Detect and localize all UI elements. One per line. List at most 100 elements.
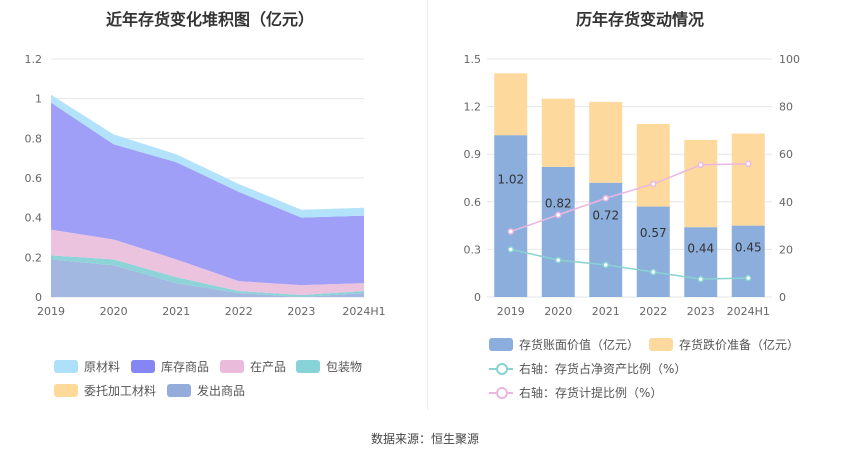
legend-item[interactable]: 委托加工材料 xyxy=(54,382,156,399)
line-point xyxy=(602,261,609,269)
right-chart-title: 历年存货变动情况 xyxy=(575,10,704,29)
y-tick-label: 0 xyxy=(35,291,42,304)
x-tick-label: 2021 xyxy=(592,305,620,318)
y-tick-label: 0.2 xyxy=(25,251,43,264)
y-left-tick-label: 0.6 xyxy=(464,196,482,209)
legend-swatch xyxy=(649,338,673,351)
bar-segment xyxy=(541,98,575,167)
legend-label: 库存商品 xyxy=(161,360,210,374)
legend-label: 右轴：存货占净资产比例（%） xyxy=(519,362,687,376)
x-tick-label: 2020 xyxy=(544,305,572,318)
bar-segment xyxy=(636,206,670,297)
y-right-tick-label: 40 xyxy=(779,196,793,209)
x-tick-label: 2023 xyxy=(687,305,715,318)
legend-label: 包装物 xyxy=(326,360,363,374)
legend-label: 在产品 xyxy=(250,360,287,374)
bar-segment xyxy=(731,133,765,226)
bar-segment xyxy=(541,166,575,297)
bar-data-label: 0.72 xyxy=(592,208,619,222)
legend-swatch xyxy=(220,360,244,373)
x-tick-label: 2022 xyxy=(225,305,253,318)
line-point xyxy=(555,211,562,219)
line-point xyxy=(697,275,704,283)
x-tick-label: 2022 xyxy=(639,305,667,318)
bar-segment xyxy=(731,225,765,297)
legend-swatch xyxy=(489,386,513,399)
legend-item[interactable]: 在产品 xyxy=(220,358,286,375)
left-chart-title: 近年存货变化堆积图（亿元） xyxy=(105,10,314,29)
x-tick-label: 2024H1 xyxy=(342,305,385,318)
legend-swatch xyxy=(489,362,513,375)
legend-swatch xyxy=(131,360,155,373)
bar-data-label: 0.45 xyxy=(735,240,762,254)
bar-data-label: 0.44 xyxy=(687,242,714,256)
y-right-tick-label: 80 xyxy=(779,101,793,114)
y-right-tick-label: 60 xyxy=(779,148,793,161)
area-series xyxy=(51,102,364,286)
y-tick-label: 1.2 xyxy=(25,53,43,66)
line-series xyxy=(510,162,749,233)
legend-item[interactable]: 右轴：存货占净资产比例（%） xyxy=(489,360,686,377)
legend-item[interactable]: 存货跌价准备（亿元） xyxy=(649,336,799,353)
legend-swatch xyxy=(54,360,78,373)
bar-segment xyxy=(494,73,528,136)
legend-item[interactable]: 右轴：存货计提比例（%） xyxy=(489,384,662,401)
line-point xyxy=(745,160,752,167)
bar-segment xyxy=(684,227,718,297)
legend-swatch xyxy=(167,384,191,397)
panel-divider xyxy=(427,0,428,410)
line-point xyxy=(745,274,752,282)
legend-label: 委托加工材料 xyxy=(84,384,157,398)
y-right-tick-label: 0 xyxy=(779,291,786,304)
line-point xyxy=(507,228,514,235)
y-left-tick-label: 1.2 xyxy=(464,101,482,114)
y-left-tick-label: 1.5 xyxy=(464,53,482,66)
y-tick-label: 0.6 xyxy=(25,172,43,185)
y-right-tick-label: 100 xyxy=(779,53,800,66)
legend-swatch xyxy=(296,360,320,373)
line-point xyxy=(697,161,704,169)
y-tick-label: 0.8 xyxy=(25,132,43,145)
legend-label: 存货账面价值（亿元） xyxy=(519,338,640,352)
line-point xyxy=(555,256,562,264)
line-point xyxy=(602,194,609,202)
legend-label: 发出商品 xyxy=(197,384,246,398)
y-right-tick-label: 20 xyxy=(779,243,793,256)
legend-label: 原材料 xyxy=(84,360,121,374)
legend-item[interactable]: 存货账面价值（亿元） xyxy=(489,336,639,353)
legend-swatch xyxy=(489,338,513,351)
x-tick-label: 2021 xyxy=(162,305,190,318)
bar-segment xyxy=(684,139,718,228)
area-series xyxy=(51,229,364,296)
bar-data-label: 0.57 xyxy=(640,226,667,240)
legend-label: 右轴：存货计提比例（%） xyxy=(519,386,663,400)
area-series xyxy=(51,259,364,297)
legend-item[interactable]: 包装物 xyxy=(296,358,362,375)
data-source: 数据来源：恒生聚源 xyxy=(370,432,479,446)
bar-segment xyxy=(494,135,528,297)
area-series xyxy=(51,255,364,297)
y-tick-label: 1 xyxy=(35,93,42,106)
x-tick-label: 2024H1 xyxy=(727,305,770,318)
x-tick-label: 2023 xyxy=(287,305,315,318)
x-tick-label: 2019 xyxy=(37,305,65,318)
legend-item[interactable]: 原材料 xyxy=(54,358,120,375)
legend-label: 存货跌价准备（亿元） xyxy=(679,338,800,352)
legend-item[interactable]: 发出商品 xyxy=(167,382,245,399)
y-left-tick-label: 0.9 xyxy=(464,148,482,161)
bar-segment xyxy=(589,101,623,183)
x-tick-label: 2019 xyxy=(497,305,525,318)
legend-item[interactable]: 库存商品 xyxy=(131,358,209,375)
bar-segment xyxy=(636,124,670,207)
y-tick-label: 0.4 xyxy=(25,212,43,225)
line-point xyxy=(507,246,514,253)
line-point xyxy=(650,268,657,276)
line-point xyxy=(650,180,657,188)
bar-data-label: 0.82 xyxy=(545,196,572,210)
y-left-tick-label: 0 xyxy=(474,291,481,304)
bar-data-label: 1.02 xyxy=(497,173,524,187)
line-series xyxy=(510,248,749,280)
y-left-tick-label: 0.3 xyxy=(464,243,482,256)
